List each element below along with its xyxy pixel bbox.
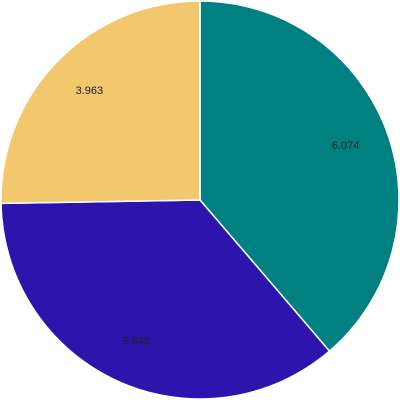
data-label: 5.648: [123, 335, 151, 347]
pie-slice: [0, 199, 331, 400]
pie-slice: [0, 0, 201, 205]
pie-slice: [199, 0, 400, 353]
data-label: 3.963: [76, 85, 104, 97]
data-label: 6.074: [332, 140, 360, 152]
